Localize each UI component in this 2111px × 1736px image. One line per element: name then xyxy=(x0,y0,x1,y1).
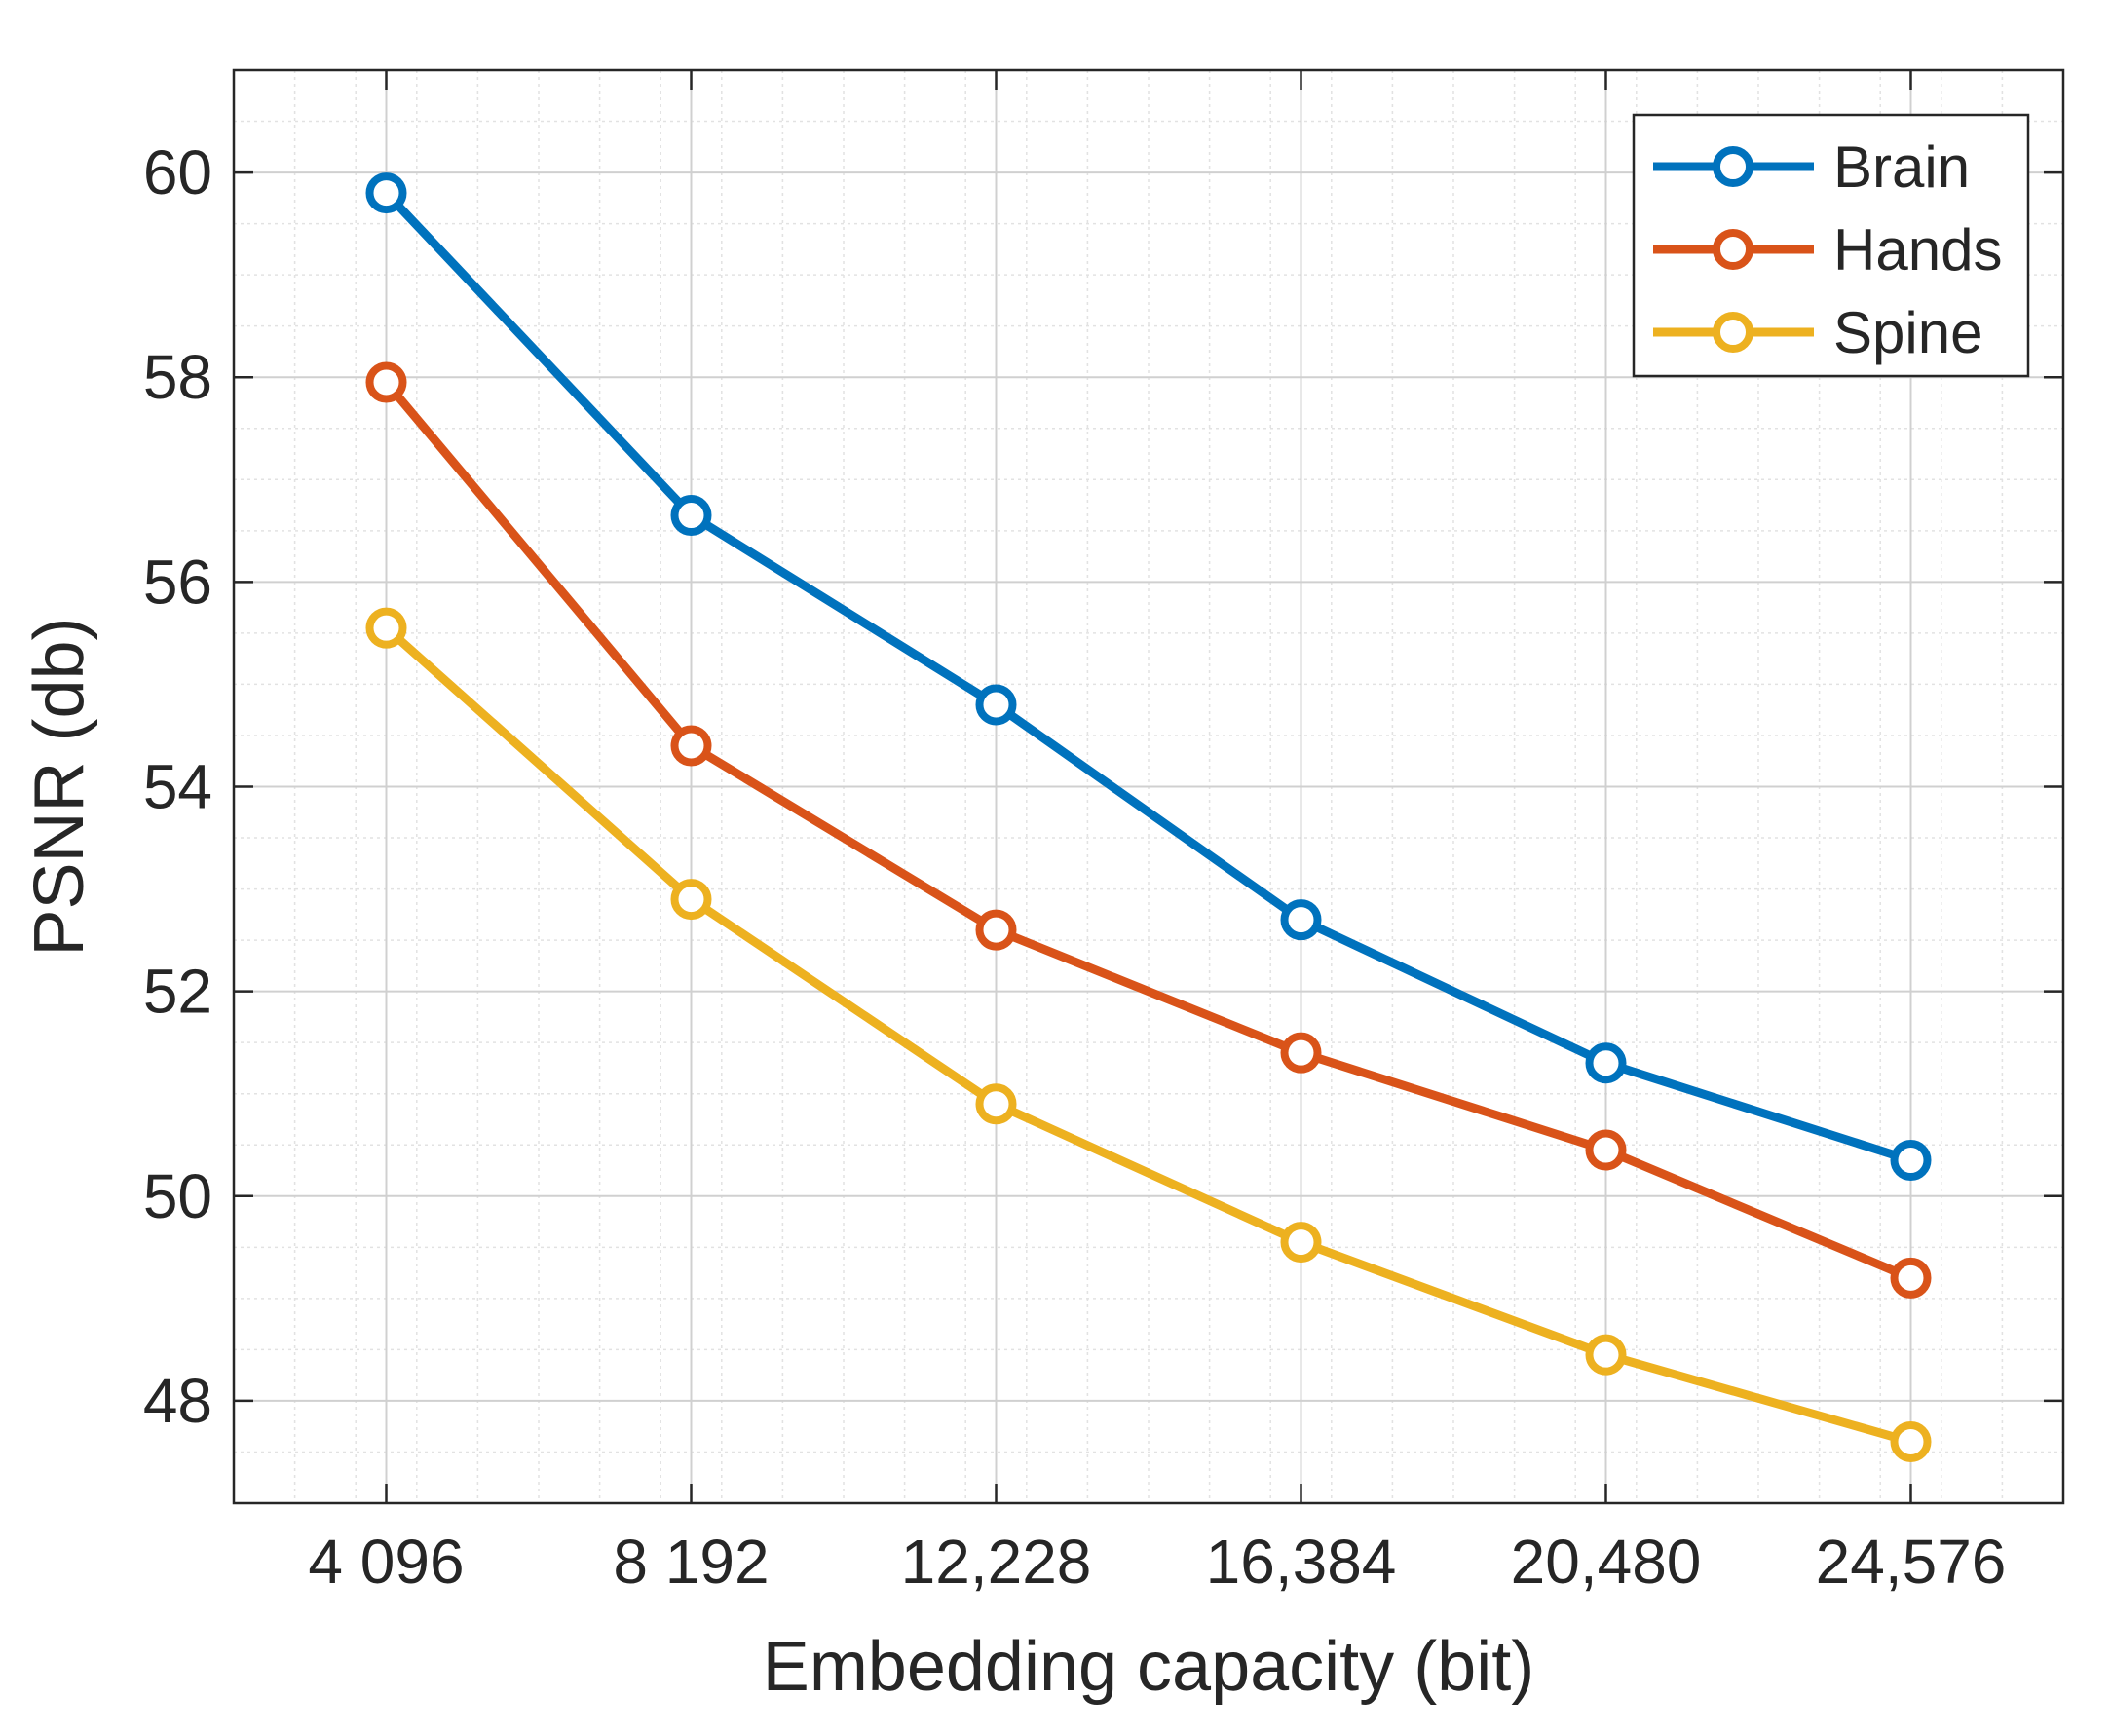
y-tick-label: 54 xyxy=(143,752,212,822)
legend-label: Brain xyxy=(1833,134,1970,200)
legend-entry-hands: Hands xyxy=(1653,217,2002,283)
y-tick-label: 56 xyxy=(143,547,212,617)
legend-marker xyxy=(1713,312,1753,353)
legend-label: Spine xyxy=(1833,300,1982,365)
data-point-hands xyxy=(1585,1129,1627,1171)
data-point-brain xyxy=(1585,1042,1627,1084)
x-axis-label: Embedding capacity (bit) xyxy=(763,1628,1534,1706)
data-point-spine xyxy=(1890,1420,1932,1462)
series-layer xyxy=(365,172,1932,1462)
y-tick-label: 60 xyxy=(143,137,212,208)
legend: Brain Hands Spine xyxy=(1632,113,2030,378)
data-point-brain xyxy=(670,495,712,537)
legend-entry-spine: Spine xyxy=(1653,300,1982,365)
data-point-brain xyxy=(1280,899,1322,941)
series-brain xyxy=(365,172,1932,1182)
data-point-spine xyxy=(670,879,712,921)
y-tick-label: 52 xyxy=(143,957,212,1027)
x-tick-label: 20,480 xyxy=(1511,1527,1702,1597)
series-line-hands xyxy=(382,377,1915,1283)
series-hands xyxy=(365,361,1932,1299)
data-point-spine xyxy=(1585,1334,1627,1376)
x-tick-label: 24,576 xyxy=(1816,1527,2007,1597)
legend-marker xyxy=(1713,146,1753,187)
x-tick-label: 16,384 xyxy=(1206,1527,1397,1597)
y-tick-label: 48 xyxy=(143,1366,212,1436)
legend-marker xyxy=(1713,229,1753,270)
series-spine xyxy=(365,607,1932,1462)
data-point-spine xyxy=(365,607,407,649)
legend-entry-brain: Brain xyxy=(1653,134,1970,200)
data-point-spine xyxy=(975,1083,1017,1125)
data-point-brain xyxy=(1890,1140,1932,1182)
data-point-hands xyxy=(670,725,712,767)
legend-label: Hands xyxy=(1833,217,2002,283)
data-point-hands xyxy=(365,361,407,403)
data-point-brain xyxy=(365,172,407,214)
data-point-spine xyxy=(1280,1222,1322,1264)
data-point-hands xyxy=(1280,1032,1322,1074)
x-tick-label: 4 096 xyxy=(308,1527,464,1597)
series-line-brain xyxy=(382,188,1915,1165)
data-point-brain xyxy=(975,684,1017,726)
y-axis-label: PSNR (db) xyxy=(20,617,98,956)
y-tick-label: 50 xyxy=(143,1161,212,1231)
data-point-hands xyxy=(1890,1257,1932,1299)
x-tick-label: 8 192 xyxy=(613,1527,769,1597)
data-point-hands xyxy=(975,909,1017,951)
axes: 48 50 52 54 56 58 60 4 096 8 192 12,228 16,384 20,4… xyxy=(143,70,2063,1597)
series-line-spine xyxy=(382,623,1915,1447)
x-tick-label: 12,228 xyxy=(901,1527,1092,1597)
y-tick-label: 58 xyxy=(143,342,212,412)
